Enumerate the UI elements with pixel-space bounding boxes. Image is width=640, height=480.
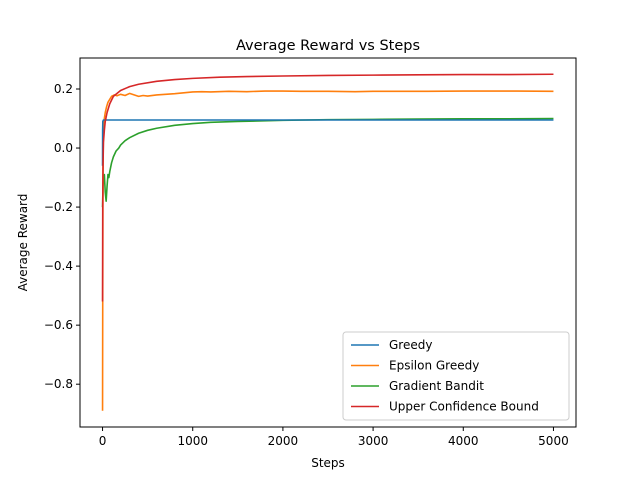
y-tick-label: −0.4 — [44, 259, 73, 273]
x-tick-label: 0 — [99, 434, 107, 448]
x-axis-label: Steps — [311, 456, 345, 470]
y-tick-label: 0.0 — [54, 141, 73, 155]
series-line-upper-confidence-bound — [101, 73, 554, 302]
x-tick-label: 5000 — [538, 434, 569, 448]
y-tick-label: −0.2 — [44, 200, 73, 214]
legend-label: Upper Confidence Bound — [389, 400, 539, 414]
x-axis: 0 1000 2000 3000 4000 5000 — [99, 427, 569, 448]
series-line-greedy — [101, 119, 554, 166]
legend-box — [342, 331, 570, 421]
y-axis: −0.8 −0.6 −0.4 −0.2 0.0 0.2 — [44, 82, 80, 391]
y-tick-label: 0.2 — [54, 82, 73, 96]
x-tick-label: 2000 — [268, 434, 299, 448]
legend-label: Gradient Bandit — [389, 379, 484, 393]
y-axis-label: Average Reward — [16, 194, 30, 292]
y-tick-label: −0.8 — [44, 377, 73, 391]
series-line-epsilon-greedy — [101, 90, 554, 411]
x-tick-label: 1000 — [177, 434, 208, 448]
chart-title: Average Reward vs Steps — [236, 38, 420, 54]
x-tick-label: 3000 — [358, 434, 389, 448]
plot-frame — [79, 57, 577, 428]
legend-label: Greedy — [389, 338, 432, 352]
legend: Greedy Epsilon Greedy Gradient Bandit Upper… — [342, 331, 570, 421]
x-tick-label: 4000 — [448, 434, 479, 448]
series-layer — [101, 73, 554, 411]
y-tick-label: −0.6 — [44, 318, 73, 332]
legend-label: Epsilon Greedy — [389, 359, 479, 373]
